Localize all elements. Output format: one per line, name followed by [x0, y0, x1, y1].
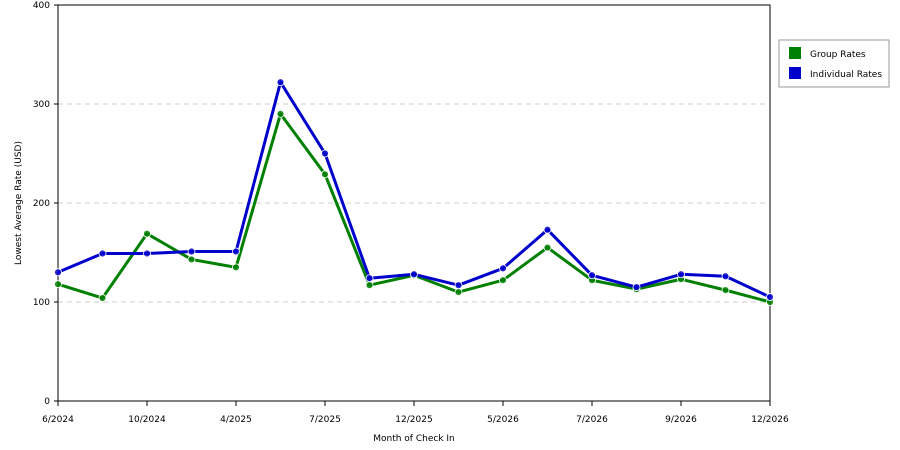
x-tick-label: 7/2026	[576, 415, 608, 425]
series-lines	[54, 78, 774, 306]
data-point	[454, 288, 463, 297]
legend-label-group-rates: Group Rates	[810, 50, 866, 60]
legend: Group Rates Individual Rates	[778, 39, 890, 88]
data-point	[543, 225, 552, 234]
y-tick-label: 200	[33, 199, 50, 209]
y-axis-title: Lowest Average Rate (USD)	[14, 141, 24, 265]
x-tick-label: 10/2024	[128, 415, 166, 425]
data-point	[232, 247, 240, 256]
data-point	[321, 170, 329, 179]
data-point	[187, 255, 196, 264]
x-tick-label: 12/2026	[751, 415, 789, 425]
data-point	[365, 274, 374, 283]
data-point	[276, 110, 285, 118]
legend-label-individual-rates: Individual Rates	[810, 70, 882, 80]
data-point	[543, 243, 552, 252]
legend-swatch-group-rates	[789, 47, 801, 59]
tick-labels: 0 100 200 300 400 6/2024 10/2024 4/2025 7/2025 12…	[33, 1, 789, 425]
data-point	[276, 78, 285, 87]
data-point	[54, 280, 62, 289]
series-line	[57, 80, 771, 299]
x-tick-label: 9/2026	[665, 415, 697, 425]
data-point	[54, 268, 62, 277]
x-tick-label: 6/2024	[42, 415, 74, 425]
x-tick-label: 5/2026	[487, 415, 519, 425]
data-point	[365, 281, 374, 290]
data-point	[721, 286, 730, 295]
data-point	[232, 263, 240, 272]
axes	[54, 4, 771, 406]
x-tick-label: 4/2025	[220, 415, 252, 425]
series-individual-rates	[54, 78, 774, 301]
data-point	[588, 271, 596, 280]
y-tick-label: 300	[33, 100, 50, 110]
data-point	[98, 294, 107, 302]
data-point	[766, 293, 774, 301]
data-point	[410, 270, 418, 279]
data-point	[98, 249, 107, 258]
data-point	[143, 229, 151, 238]
data-point	[454, 281, 463, 290]
data-point	[677, 270, 685, 279]
data-point	[632, 283, 641, 292]
y-tick-label: 400	[33, 1, 50, 11]
legend-swatch-individual-rates	[789, 67, 801, 79]
x-tick-label: 7/2025	[309, 415, 341, 425]
grid-lines	[58, 103, 770, 303]
data-point	[499, 276, 507, 285]
data-point	[187, 247, 196, 256]
data-point	[499, 264, 507, 273]
data-point	[721, 272, 730, 281]
x-tick-label: 12/2025	[395, 415, 432, 425]
data-point	[321, 149, 329, 158]
y-tick-label: 100	[33, 298, 50, 308]
y-tick-label: 0	[44, 397, 50, 407]
data-point	[143, 249, 151, 258]
x-axis-title: Month of Check In	[373, 434, 455, 444]
